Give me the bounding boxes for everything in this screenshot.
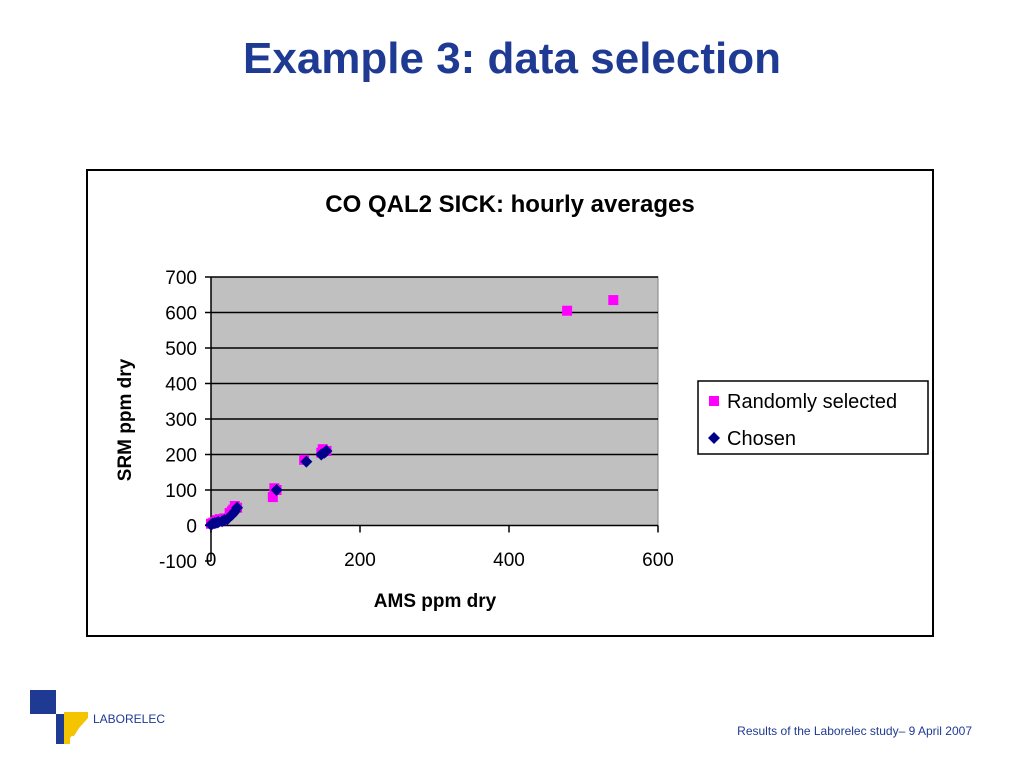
legend-marker-0 bbox=[709, 396, 719, 406]
y-tick-label: 600 bbox=[165, 304, 197, 325]
randomly-selected-point bbox=[562, 305, 573, 316]
y-tick-label: 700 bbox=[165, 268, 197, 289]
plot-area: -100 0 100 200 300 400 500 600 700 0 200 400 600 bbox=[159, 268, 674, 573]
x-tick-label: 0 bbox=[206, 550, 217, 571]
legend-label: Chosen bbox=[727, 428, 796, 450]
legend-marker-1 bbox=[708, 432, 720, 444]
laborelec-logo bbox=[30, 690, 88, 744]
y-tick-label: 300 bbox=[165, 410, 197, 431]
legend: Randomly selected Chosen bbox=[697, 380, 929, 455]
chosen-point bbox=[300, 455, 313, 468]
y-tick-label: 400 bbox=[165, 375, 197, 396]
slide-title: Example 3: data selection bbox=[243, 34, 781, 83]
chart-title: CO QAL2 SICK: hourly averages bbox=[325, 191, 694, 218]
legend-box bbox=[697, 380, 929, 455]
x-axis-label: AMS ppm dry bbox=[374, 591, 497, 612]
footer-text: Results of the Laborelec study– 9 April … bbox=[737, 724, 972, 738]
legend-label: Randomly selected bbox=[727, 391, 897, 413]
y-axis-label: SRM ppm dry bbox=[115, 358, 136, 481]
chosen-point bbox=[270, 484, 283, 496]
y-tick-label: -100 bbox=[159, 552, 197, 573]
logo-text: LABORELEC bbox=[93, 712, 166, 726]
x-tick-label: 200 bbox=[344, 550, 376, 571]
x-tick-label: 400 bbox=[493, 550, 525, 571]
randomly-selected-point bbox=[608, 295, 619, 306]
y-tick-label: 200 bbox=[165, 446, 197, 467]
x-tick-label: 600 bbox=[642, 550, 674, 571]
y-tick-label: 500 bbox=[165, 339, 197, 360]
chosen-point bbox=[231, 501, 244, 514]
chosen-point bbox=[320, 444, 333, 457]
y-tick-label: 100 bbox=[165, 481, 197, 502]
y-tick-label: 0 bbox=[186, 517, 197, 538]
randomly-selected-point bbox=[267, 492, 278, 503]
